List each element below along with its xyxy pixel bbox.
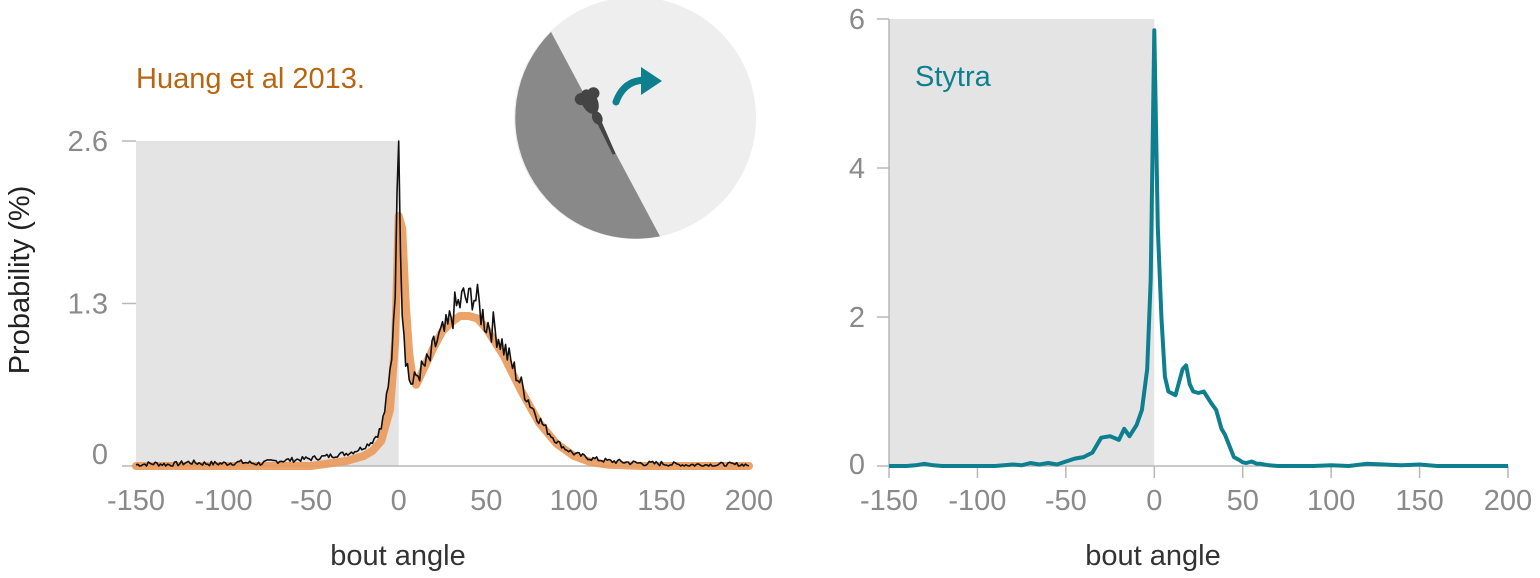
x-tick-label: 0 bbox=[1146, 485, 1162, 517]
y-tick-label: 0 bbox=[92, 439, 108, 471]
x-tick-label: 200 bbox=[1484, 485, 1532, 517]
y-tick-label: 1.3 bbox=[68, 289, 108, 321]
stytra-distribution-line bbox=[889, 28, 1508, 468]
curved-arrow-right-icon bbox=[612, 67, 662, 106]
stytra-annotation: Stytra bbox=[915, 61, 992, 93]
x-tick-labels: -150 -100 -50 0 50 100 150 200 bbox=[860, 466, 1532, 517]
x-tick-label: -150 bbox=[860, 485, 918, 517]
y-tick-label: 4 bbox=[849, 153, 865, 185]
x-tick-label: 0 bbox=[391, 485, 407, 517]
x-tick-label: 50 bbox=[1227, 485, 1259, 517]
y-tick-label: 6 bbox=[849, 4, 865, 36]
x-axis-label: bout angle bbox=[1085, 540, 1220, 572]
chart-panel-stytra: 0 2 4 6 -150 -100 -50 0 50 100 150 200 Stytra bout… bbox=[849, 4, 1532, 572]
fit-curve-line bbox=[132, 212, 753, 470]
fish-larva-icon bbox=[574, 87, 616, 155]
x-tick-label: 150 bbox=[637, 485, 685, 517]
y-axis-label: Probability (%) bbox=[4, 186, 36, 375]
x-tick-label: 50 bbox=[470, 485, 502, 517]
y-tick-label: 2 bbox=[849, 302, 865, 334]
x-tick-label: 150 bbox=[1395, 485, 1443, 517]
x-tick-label: 200 bbox=[725, 485, 773, 517]
x-tick-label: -100 bbox=[948, 485, 1006, 517]
huang-annotation: Huang et al 2013. bbox=[136, 63, 365, 95]
dial-dark-half bbox=[515, 31, 660, 239]
x-tick-label: -100 bbox=[195, 485, 253, 517]
y-tick-label: 0 bbox=[849, 449, 865, 481]
negative-angle-shade bbox=[889, 19, 1155, 466]
x-tick-label: 100 bbox=[550, 485, 598, 517]
y-tick-labels: 0 1.3 2.6 bbox=[68, 126, 136, 471]
negative-angle-shade bbox=[136, 141, 399, 466]
x-tick-label: -50 bbox=[290, 485, 332, 517]
chart-panel-huang: 0 1.3 2.6 -150 -100 -50 0 50 100 150 200 Huang et… bbox=[4, 0, 773, 572]
y-tick-label: 2.6 bbox=[68, 126, 108, 158]
x-tick-label: 100 bbox=[1307, 485, 1355, 517]
x-tick-label: -150 bbox=[107, 485, 165, 517]
y-tick-labels: 0 2 4 6 bbox=[849, 4, 889, 481]
x-tick-label: -50 bbox=[1045, 485, 1087, 517]
orientation-dial bbox=[514, 0, 756, 239]
raw-histogram-line bbox=[135, 140, 750, 467]
x-tick-labels: -150 -100 -50 0 50 100 150 200 bbox=[107, 485, 773, 517]
x-axis-label: bout angle bbox=[330, 540, 465, 572]
